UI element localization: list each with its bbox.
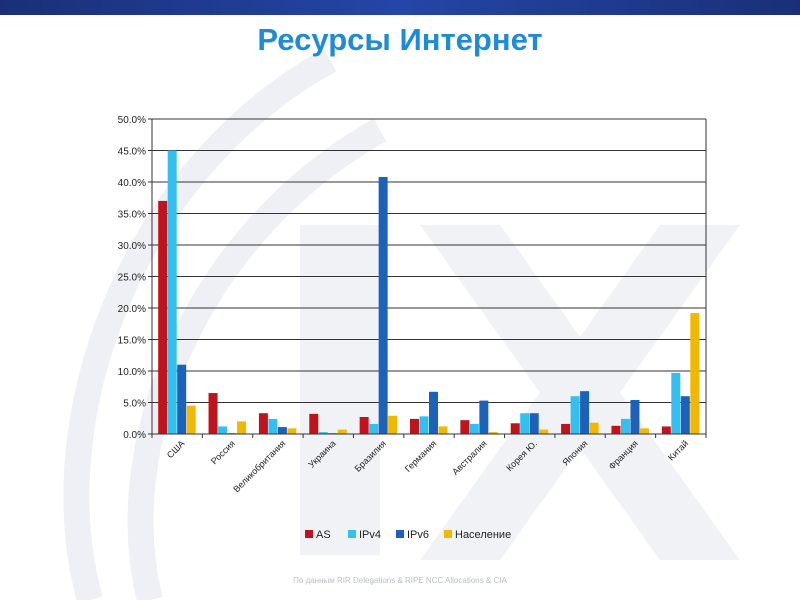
legend-swatch xyxy=(348,530,356,538)
bar-as xyxy=(561,423,571,434)
bar-as xyxy=(460,420,470,434)
legend-label: Население xyxy=(455,529,511,541)
source-note: По данным RIR Delegations & RIPE NCC All… xyxy=(293,576,507,585)
x-category-label: Бразилия xyxy=(353,438,389,474)
bar-ipv4 xyxy=(218,426,228,434)
bar-население xyxy=(690,313,700,434)
bar-as xyxy=(661,426,671,434)
legend-swatch xyxy=(444,530,452,538)
bar-ipv6 xyxy=(429,391,438,434)
bar-ipv4 xyxy=(167,150,177,434)
y-tick-label: 45.0% xyxy=(118,147,146,158)
bar-население xyxy=(186,405,196,434)
bar-население xyxy=(488,432,498,434)
legend-label: IPv6 xyxy=(407,529,429,541)
x-category-label: США xyxy=(165,438,187,460)
x-category-label: Франция xyxy=(607,438,640,471)
bar-население xyxy=(337,429,347,434)
bar-ipv6 xyxy=(529,413,539,434)
y-tick-label: 40.0% xyxy=(118,178,146,189)
bar-население xyxy=(639,428,649,434)
bar-as xyxy=(158,200,168,434)
x-category-label: Германия xyxy=(403,438,439,474)
y-tick-label: 5.0% xyxy=(123,399,146,410)
legend-label: IPv4 xyxy=(359,529,381,541)
bar-ipv6 xyxy=(378,176,388,434)
y-tick-label: 10.0% xyxy=(118,367,146,378)
bar-население xyxy=(388,415,398,434)
y-tick-label: 25.0% xyxy=(118,273,146,284)
bar-as xyxy=(208,393,218,434)
bar-ipv6 xyxy=(580,391,590,434)
bar-ipv6 xyxy=(680,396,690,434)
bar-ipv4 xyxy=(469,423,479,434)
x-category-label: Корея Ю. xyxy=(504,438,539,473)
legend-label: AS xyxy=(316,529,331,541)
x-category-label: Россия xyxy=(209,438,237,466)
bar-ipv4 xyxy=(318,432,328,434)
x-category-label: Китай xyxy=(666,438,690,462)
bar-as xyxy=(309,413,319,434)
bar-ipv6 xyxy=(479,400,489,434)
y-tick-label: 20.0% xyxy=(118,304,146,315)
bar-ipv6 xyxy=(630,399,640,434)
bar-as xyxy=(611,425,621,434)
bar-ipv4 xyxy=(671,372,681,434)
bar-ipv4 xyxy=(520,413,530,434)
legend-swatch xyxy=(396,530,404,538)
y-tick-label: 50.0% xyxy=(118,115,146,126)
y-tick-label: 15.0% xyxy=(118,336,146,347)
bar-ipv4 xyxy=(268,418,278,434)
y-tick-label: 0.0% xyxy=(123,430,146,441)
legend-swatch xyxy=(305,530,313,538)
x-category-label: Япония xyxy=(560,438,589,467)
bar-население xyxy=(539,429,549,434)
bar-ipv6 xyxy=(277,427,287,434)
bar-as xyxy=(410,418,419,434)
bar-as xyxy=(510,423,520,434)
bar-население xyxy=(237,421,247,434)
x-category-label: Австралия xyxy=(450,438,489,477)
bar-население xyxy=(287,428,297,434)
bar-население xyxy=(589,422,599,434)
bar-ipv4 xyxy=(369,423,379,434)
bar-ipv4 xyxy=(419,416,429,434)
y-tick-label: 35.0% xyxy=(118,210,146,221)
x-category-label: Великобритания xyxy=(231,438,287,494)
bar-ipv6 xyxy=(177,364,187,434)
y-tick-label: 30.0% xyxy=(118,241,146,252)
slide-title: Ресурсы Интернет xyxy=(257,22,543,57)
x-category-label: Украина xyxy=(306,438,337,469)
bar-ipv4 xyxy=(570,396,580,434)
bar-as xyxy=(359,416,369,434)
top-banner xyxy=(0,0,800,15)
bar-as xyxy=(258,413,268,434)
bar-население xyxy=(438,426,448,434)
bar-ipv4 xyxy=(620,418,630,434)
